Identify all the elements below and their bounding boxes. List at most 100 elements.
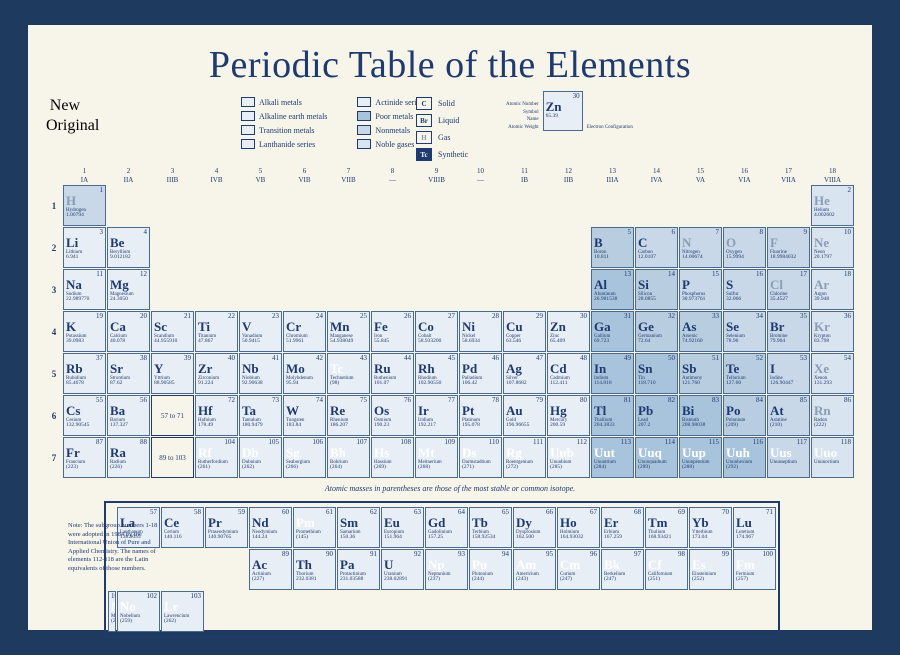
element-cell: 60 Nd Neodymium 144.24 <box>249 507 292 548</box>
element-cell: 21 Sc Scandium 44.955910 <box>151 311 194 352</box>
element-cell: 31 Ga Gallium 69.723 <box>591 311 634 352</box>
element-cell: 85 At Astatine (210) <box>767 395 810 436</box>
main-title: Periodic Table of the Elements <box>46 43 854 87</box>
element-cell: 100 Fm Fermium (257) <box>733 549 776 590</box>
element-cell: 19 K Potassium 39.0983 <box>63 311 106 352</box>
element-key: Atomic NumberSymbolNameAtomic Weight 30 … <box>506 91 633 131</box>
element-cell: 49 In Indium 114.818 <box>591 353 634 394</box>
element-cell: 80 Hg Mercury 200.59 <box>547 395 590 436</box>
legend: Alkali metalsAlkaline earth metalsTransi… <box>241 97 423 149</box>
group-old: IB <box>503 176 546 184</box>
element-cell: 114 Uuq Ununquadium (289) <box>635 437 678 478</box>
element-cell: 68 Er Erbium 167.259 <box>601 507 644 548</box>
element-cell: 76 Os Osmium 190.23 <box>371 395 414 436</box>
group-new: 11 <box>503 167 546 175</box>
period-label: 5 <box>46 353 62 394</box>
poster-paper: Periodic Table of the Elements New Origi… <box>28 25 872 630</box>
element-cell: 108 Hs Hassium (269) <box>371 437 414 478</box>
element-cell: 111 Rg Roentgenium (272) <box>503 437 546 478</box>
element-cell: 101 Md Mendelevium (258) <box>108 591 116 632</box>
element-cell: 26 Fe Iron 55.845 <box>371 311 414 352</box>
element-cell: 118 Uuo Ununoctium <box>811 437 854 478</box>
group-new: 2 <box>107 167 150 175</box>
element-cell: 53 I Iodine 126.90447 <box>767 353 810 394</box>
element-cell: 17 Cl Chlorine 35.4527 <box>767 269 810 310</box>
state-item: BrLiquid <box>416 114 468 127</box>
element-cell: 45 Rh Rhodium 102.90550 <box>415 353 458 394</box>
element-cell: 25 Mn Manganese 54.938049 <box>327 311 370 352</box>
element-cell: 48 Cd Cadmium 112.411 <box>547 353 590 394</box>
element-cell: 4 Be Beryllium 9.012182 <box>107 227 150 268</box>
element-cell: 62 Sm Samarium 150.36 <box>337 507 380 548</box>
element-cell: 41 Nb Niobium 92.90638 <box>239 353 282 394</box>
element-cell: 92 U Uranium 238.02891 <box>381 549 424 590</box>
period-label: 3 <box>46 269 62 310</box>
group-old: — <box>371 176 414 184</box>
group-old: VIB <box>283 176 326 184</box>
element-cell: 109 Mt Meitnerium (268) <box>415 437 458 478</box>
group-old: VIIIA <box>811 176 854 184</box>
legend-item: Alkaline earth metals <box>241 111 327 121</box>
element-cell: 5 B Boron 10.811 <box>591 227 634 268</box>
element-cell: 38 Sr Strontium 87.62 <box>107 353 150 394</box>
group-old: IIIB <box>151 176 194 184</box>
element-cell: 12 Mg Magnesium 24.3050 <box>107 269 150 310</box>
element-cell: 63 Eu Europium 151.964 <box>381 507 424 548</box>
element-cell: 115 Uup Ununpentium (288) <box>679 437 722 478</box>
state-legend: CSolidBrLiquidHGasTcSynthetic <box>416 97 468 161</box>
group-old: IIB <box>547 176 590 184</box>
legend-item: Noble gases <box>357 139 423 149</box>
period-label: 7 <box>46 437 62 478</box>
group-old: VIA <box>723 176 766 184</box>
element-cell: 61 Pm Promethium (145) <box>293 507 336 548</box>
footnote: Note: The subgroup numbers 1-18 were ado… <box>68 522 168 573</box>
element-cell: 2 He Helium 4.002602 <box>811 185 854 226</box>
element-cell: 77 Ir Iridium 192.217 <box>415 395 458 436</box>
element-cell: 99 Es Einsteinium (252) <box>689 549 732 590</box>
element-cell: 94 Pu Plutonium (244) <box>469 549 512 590</box>
element-cell: 30 Zn Zinc 65.409 <box>547 311 590 352</box>
group-new: 14 <box>635 167 678 175</box>
element-cell: 7 N Nitrogen 14.00674 <box>679 227 722 268</box>
element-cell: 86 Rn Radon (222) <box>811 395 854 436</box>
element-cell: 24 Cr Chromium 51.9961 <box>283 311 326 352</box>
element-cell: 9 F Fluorine 18.9984032 <box>767 227 810 268</box>
element-cell: 67 Ho Holmium 164.93032 <box>557 507 600 548</box>
element-cell: 50 Sn Tin 118.710 <box>635 353 678 394</box>
element-cell: 52 Te Tellurium 127.60 <box>723 353 766 394</box>
legend-item: Alkali metals <box>241 97 327 107</box>
element-cell: 29 Cu Copper 63.546 <box>503 311 546 352</box>
label-new: New <box>46 97 80 115</box>
element-cell: 14 Si Silicon 28.0855 <box>635 269 678 310</box>
element-cell: 33 As Arsenic 74.92160 <box>679 311 722 352</box>
element-cell: 13 Al Aluminum 26.981538 <box>591 269 634 310</box>
group-old: IVA <box>635 176 678 184</box>
element-cell: 22 Ti Titanium 47.867 <box>195 311 238 352</box>
group-old: VA <box>679 176 722 184</box>
element-cell: 70 Yb Ytterbium 173.04 <box>689 507 732 548</box>
element-cell: 47 Ag Silver 107.8682 <box>503 353 546 394</box>
group-new: 12 <box>547 167 590 175</box>
poster-frame: Periodic Table of the Elements New Origi… <box>0 0 900 655</box>
element-cell: 18 Ar Argon 39.948 <box>811 269 854 310</box>
element-cell: 72 Hf Hafnium 178.49 <box>195 395 238 436</box>
group-numbers-new: 123456789101112131415161718 <box>46 167 854 175</box>
element-cell: 87 Fr Francium (223) <box>63 437 106 478</box>
element-cell: 32 Ge Germanium 72.64 <box>635 311 678 352</box>
group-new: 15 <box>679 167 722 175</box>
element-cell: 95 Am Americium (243) <box>513 549 556 590</box>
group-old: VIIB <box>327 176 370 184</box>
element-cell: 91 Pa Protactinium 231.03588 <box>337 549 380 590</box>
element-cell: 37 Rb Rubidium 85.4678 <box>63 353 106 394</box>
element-cell: 103 Lr Lawrencium (262) <box>161 591 204 632</box>
group-new: 13 <box>591 167 634 175</box>
period-label: 2 <box>46 227 62 268</box>
group-new: 7 <box>327 167 370 175</box>
element-cell: 81 Tl Thallium 204.3833 <box>591 395 634 436</box>
element-cell: 116 Uuh Ununhexium (292) <box>723 437 766 478</box>
legend-item: Lanthanide series <box>241 139 327 149</box>
element-cell: 11 Na Sodium 22.989770 <box>63 269 106 310</box>
element-cell: 117 Uus Ununseptium <box>767 437 810 478</box>
period-label: 4 <box>46 311 62 352</box>
group-new: 10 <box>459 167 502 175</box>
